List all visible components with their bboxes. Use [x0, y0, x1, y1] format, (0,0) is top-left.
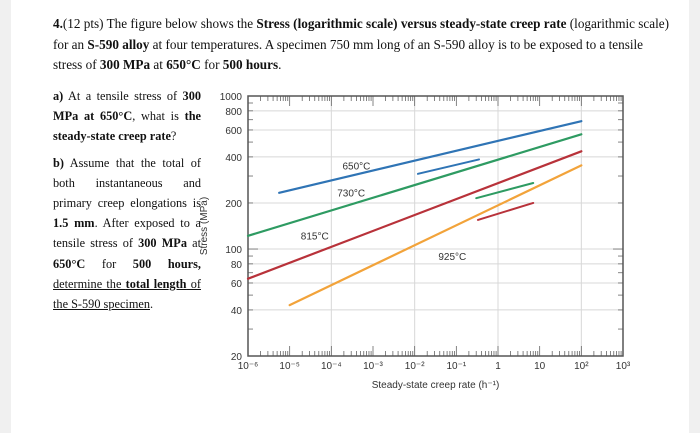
overlay-segments	[416, 158, 535, 221]
text: 300 MPa	[99, 57, 151, 72]
series-label: 925°C	[438, 252, 466, 263]
y-tick-label: 20	[231, 352, 243, 363]
text: for	[85, 256, 133, 271]
text: the steady-state creep rate	[53, 109, 201, 144]
x-tick-label: 10²	[574, 361, 589, 372]
text: 650°C	[53, 256, 86, 271]
y-tick-label: 600	[225, 126, 242, 137]
series-line-815	[246, 150, 583, 280]
text: At a tensile stress of	[63, 89, 183, 103]
overlay-segment	[476, 201, 535, 221]
text: . After exposed to a tensile stress of	[53, 216, 201, 251]
x-tick-label: 1	[495, 361, 501, 372]
y-axis-label: Stress (MPa)	[199, 197, 210, 255]
text: at	[150, 57, 167, 72]
plot-frame	[247, 95, 624, 357]
series-label: 650°C	[342, 162, 370, 173]
x-tick-label: 10⁻⁵	[279, 361, 300, 372]
text: Assume that the total of both instantane…	[53, 155, 201, 211]
text: 500 hours,	[132, 256, 201, 271]
text: at	[186, 236, 201, 251]
text: The figure below shows the	[103, 16, 257, 31]
series-line-650	[278, 120, 583, 194]
task-text: determine the total length of the S-590 …	[53, 277, 201, 311]
part-b: b) Assume that the total of both instant…	[53, 153, 201, 315]
text: 300 MPa	[138, 236, 187, 251]
text: 1.5 mm	[53, 216, 95, 231]
text: , what is	[132, 109, 185, 124]
question-points: (12 pts)	[62, 16, 104, 31]
y-tick-label: 100	[225, 245, 242, 256]
text: ?	[170, 129, 177, 144]
overlay-segment	[416, 158, 481, 175]
y-tick-label: 800	[225, 107, 242, 118]
grid	[248, 96, 623, 356]
x-axis-label: Steady-state creep rate (h⁻¹)	[372, 380, 500, 391]
text: determine the	[53, 276, 126, 291]
series-line-730	[246, 133, 583, 237]
minor-ticks	[248, 95, 624, 357]
text: for	[200, 57, 223, 72]
y-tick-labels: 1000 800 600 400 200 100 80 60 40 20	[220, 92, 243, 363]
x-tick-labels: 10⁻⁶ 10⁻⁵ 10⁻⁴ 10⁻³ 10⁻² 10⁻¹ 1 10 10² 10³	[238, 361, 631, 372]
text: total length	[125, 276, 187, 291]
x-tick-label: 10⁻³	[363, 361, 383, 372]
page: 4.(12 pts) The figure below shows the St…	[11, 0, 689, 433]
x-tick-label: 10	[534, 361, 546, 372]
y-tick-label: 400	[225, 153, 242, 164]
text: 650°C	[166, 57, 201, 72]
series-label: 730°C	[337, 189, 365, 200]
text: 300 MPa at 650°C	[53, 89, 201, 124]
text: (logarithmic scale) for an	[53, 16, 670, 52]
text: .	[150, 297, 154, 312]
question-number: 4.	[53, 16, 63, 31]
part-a: a) At a tensile stress of 300 MPa at 650…	[53, 86, 201, 147]
y-tick-label: 60	[231, 279, 243, 290]
text: of the S-590 specimen	[53, 276, 201, 312]
series-lines	[246, 120, 583, 307]
x-tick-label: 10⁻²	[405, 361, 425, 372]
text: 500 hours	[222, 57, 279, 72]
overlay-segment	[475, 182, 535, 200]
x-tick-label: 10⁻¹	[446, 361, 466, 372]
text: .	[278, 57, 282, 72]
text: Stress (logarithmic scale) versus steady…	[256, 16, 567, 31]
y-tick-label: 80	[231, 260, 243, 271]
part-b-label: b)	[53, 155, 64, 170]
part-a-label: a)	[53, 89, 64, 103]
x-tick-label: 10³	[616, 361, 631, 372]
text: S-590 alloy	[87, 36, 150, 52]
y-tick-label: 40	[231, 306, 243, 317]
x-tick-label: 10⁻⁶	[238, 361, 259, 372]
y-tick-label: 200	[225, 199, 242, 210]
annotations: 650°C 730°C 815°C 925°C	[301, 162, 466, 263]
x-tick-label: 10⁻⁴	[321, 361, 342, 372]
y-tick-label: 1000	[220, 92, 243, 103]
series-label: 815°C	[301, 232, 329, 243]
text: at four temperatures. A specimen 750 mm …	[53, 36, 644, 73]
series-line-925	[288, 164, 583, 307]
question-text: 4.(12 pts) The figure below shows the St…	[53, 14, 673, 76]
side-questions: a) At a tensile stress of 300 MPa at 650…	[53, 86, 201, 320]
